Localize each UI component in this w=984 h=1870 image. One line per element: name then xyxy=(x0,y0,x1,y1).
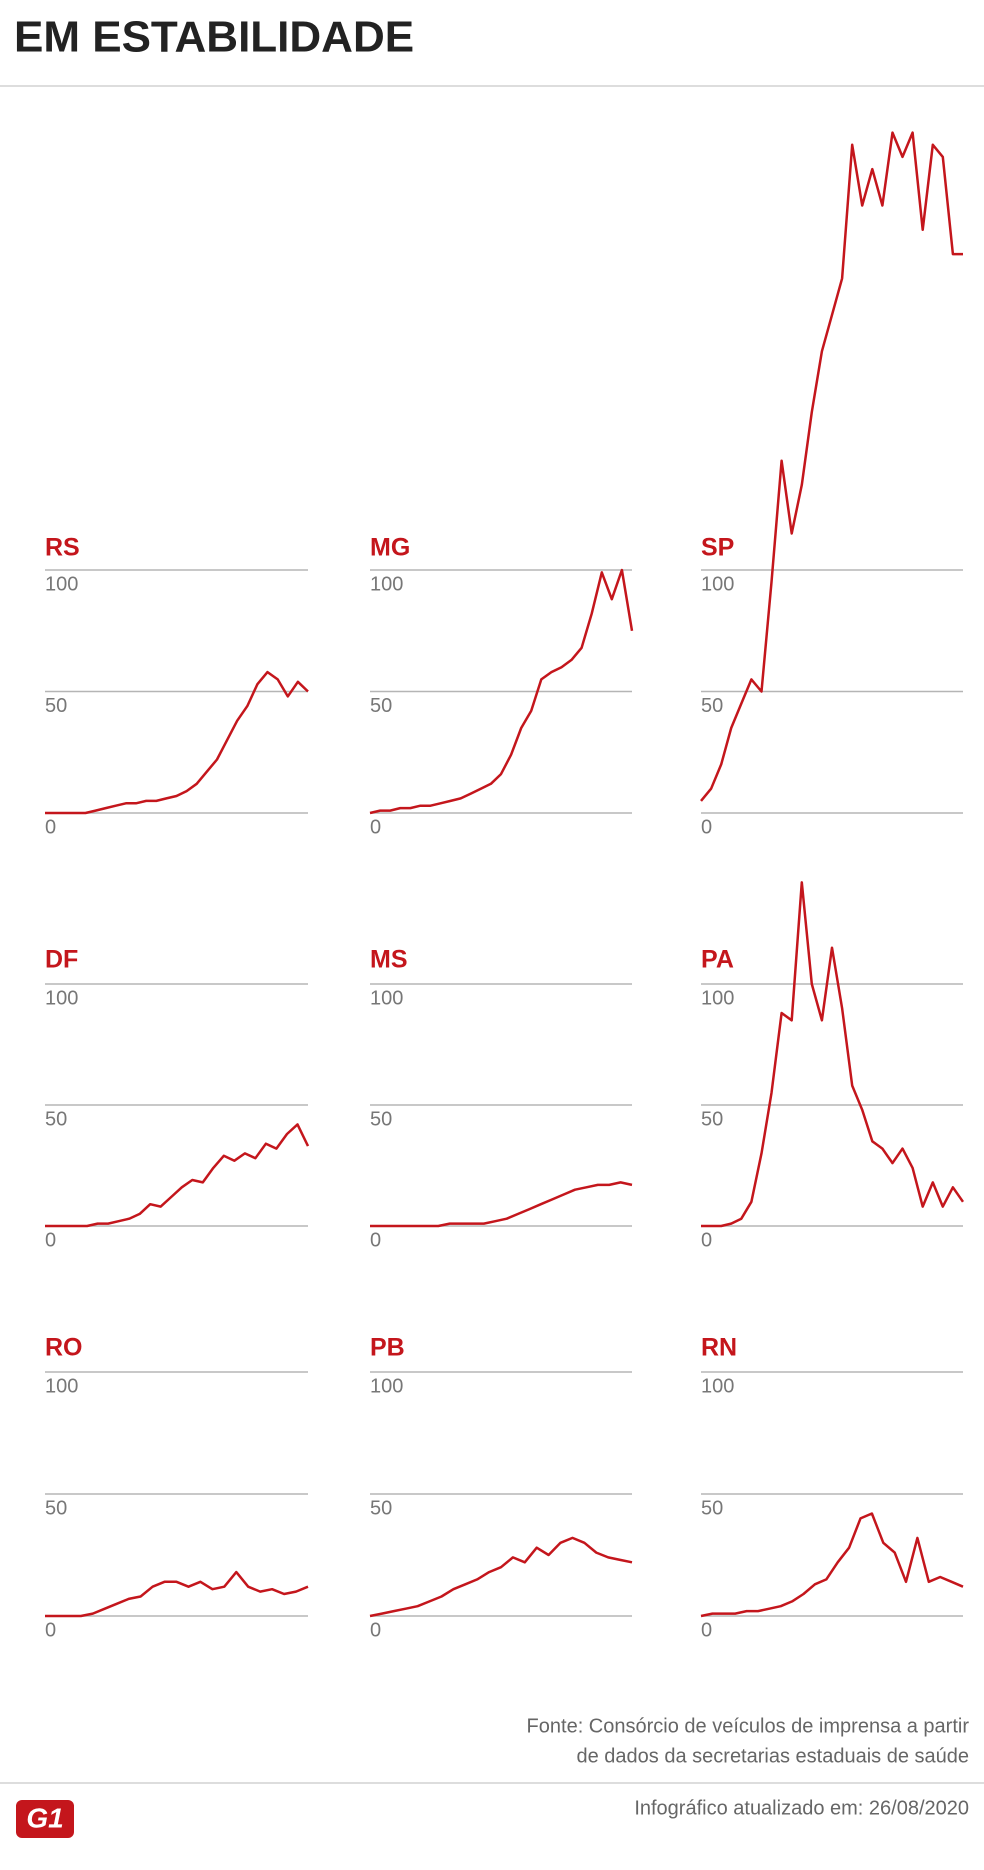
data-line xyxy=(701,881,965,1228)
y-tick-label: 100 xyxy=(45,987,78,1009)
y-tick-label: 0 xyxy=(45,1619,56,1641)
y-tick-label: 50 xyxy=(701,1497,723,1519)
data-line xyxy=(700,131,963,802)
y-tick-label: 0 xyxy=(45,1229,56,1251)
page-title: EM ESTABILIDADE xyxy=(14,13,414,62)
data-line xyxy=(45,670,309,815)
chart-title: MG xyxy=(370,534,410,562)
y-tick-label: 50 xyxy=(370,695,392,717)
y-tick-label: 100 xyxy=(701,1375,734,1397)
y-tick-label: 100 xyxy=(701,987,734,1009)
y-tick-label: 0 xyxy=(701,1229,712,1251)
chart-title: DF xyxy=(45,946,78,974)
data-line xyxy=(700,1512,964,1618)
source-line: de dados da secretarias estaduais de saú… xyxy=(577,1745,970,1767)
y-tick-label: 100 xyxy=(45,1375,78,1397)
y-tick-label: 50 xyxy=(45,1497,67,1519)
chart-title: PA xyxy=(701,946,734,974)
chart-title: PB xyxy=(370,1334,405,1362)
data-line xyxy=(369,1536,633,1618)
chart-title: SP xyxy=(701,534,734,562)
y-tick-label: 0 xyxy=(370,1229,381,1251)
y-tick-label: 0 xyxy=(370,1619,381,1641)
y-tick-label: 0 xyxy=(701,816,712,838)
y-tick-label: 50 xyxy=(45,1108,67,1130)
y-tick-label: 100 xyxy=(370,987,403,1009)
data-line xyxy=(45,1570,309,1618)
y-tick-label: 50 xyxy=(370,1108,392,1130)
source-line: Fonte: Consórcio de veículos de imprensa… xyxy=(527,1715,970,1737)
y-tick-label: 100 xyxy=(701,573,734,595)
updated-date: Infográfico atualizado em: 26/08/2020 xyxy=(634,1797,969,1819)
y-tick-label: 50 xyxy=(701,1108,723,1130)
y-tick-label: 100 xyxy=(370,1375,403,1397)
y-tick-label: 100 xyxy=(45,573,78,595)
logo: G1 xyxy=(26,1802,63,1833)
data-line xyxy=(369,568,634,815)
data-line xyxy=(45,1123,310,1228)
y-tick-label: 0 xyxy=(370,816,381,838)
y-tick-label: 50 xyxy=(370,1497,392,1519)
data-line xyxy=(370,1181,633,1228)
chart-title: RO xyxy=(45,1334,83,1362)
y-tick-label: 100 xyxy=(370,573,403,595)
y-tick-label: 0 xyxy=(45,816,56,838)
chart-title: MS xyxy=(370,946,408,974)
y-tick-label: 0 xyxy=(701,1619,712,1641)
chart-title: RS xyxy=(45,534,80,562)
y-tick-label: 50 xyxy=(701,695,723,717)
chart-title: RN xyxy=(701,1334,737,1362)
logo-badge xyxy=(16,1800,74,1838)
y-tick-label: 50 xyxy=(45,695,67,717)
